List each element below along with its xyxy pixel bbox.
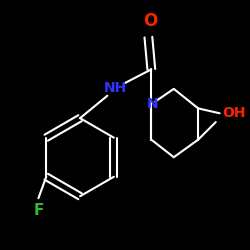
Text: OH: OH (222, 106, 246, 120)
Text: F: F (33, 203, 43, 218)
Text: O: O (143, 12, 158, 30)
Text: N: N (146, 98, 158, 112)
Text: NH: NH (104, 81, 127, 95)
